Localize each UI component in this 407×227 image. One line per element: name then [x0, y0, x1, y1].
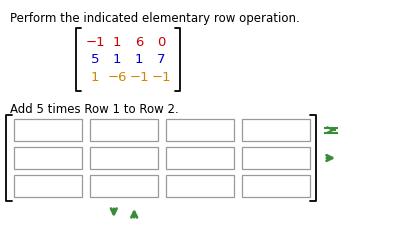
Bar — [14, 119, 82, 141]
Bar — [166, 175, 234, 197]
Text: 7: 7 — [157, 53, 165, 66]
Bar — [14, 147, 82, 169]
Bar — [90, 147, 158, 169]
Text: −1: −1 — [129, 71, 149, 84]
Text: 6: 6 — [135, 35, 143, 48]
Text: 0: 0 — [157, 35, 165, 48]
Bar — [90, 119, 158, 141]
Bar — [90, 175, 158, 197]
Bar — [166, 147, 234, 169]
Text: −1: −1 — [151, 71, 171, 84]
Bar — [242, 119, 310, 141]
Text: 5: 5 — [91, 53, 99, 66]
Bar — [166, 119, 234, 141]
Text: 1: 1 — [135, 53, 143, 66]
Bar — [242, 147, 310, 169]
Text: Perform the indicated elementary row operation.: Perform the indicated elementary row ope… — [10, 12, 300, 25]
Bar — [242, 175, 310, 197]
Text: Add 5 times Row 1 to Row 2.: Add 5 times Row 1 to Row 2. — [10, 103, 179, 116]
Text: −6: −6 — [107, 71, 127, 84]
Bar — [14, 175, 82, 197]
Text: −1: −1 — [85, 35, 105, 48]
Text: 1: 1 — [113, 35, 121, 48]
Text: 1: 1 — [91, 71, 99, 84]
Text: 1: 1 — [113, 53, 121, 66]
